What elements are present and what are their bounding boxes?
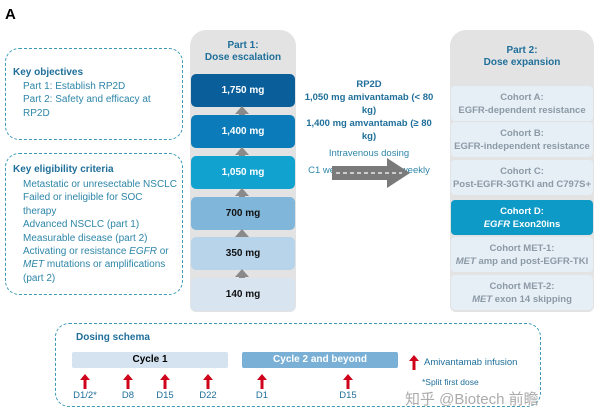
cohort-box: Cohort A: EGFR-dependent resistance — [451, 86, 593, 121]
rp2d-line: 1,050 mg amivantamab (< 80 kg) — [304, 92, 434, 116]
dose-level: 350 mg — [191, 237, 295, 270]
criteria-item: Metastatic or unresectable NSCLC — [23, 179, 177, 190]
watermark: 知乎 @Biotech 前瞻 — [405, 391, 539, 408]
criteria-item: Measurable disease (part 2) — [23, 232, 148, 244]
cohort-box: Cohort MET-1: MET amp and post-EGFR-TKI — [451, 237, 593, 272]
eligibility-title: Key eligibility criteria — [13, 164, 114, 175]
dose-level: 700 mg — [191, 197, 295, 230]
part1-title: Part 1: Dose escalation — [204, 40, 282, 63]
cycle1-bar: Cycle 1 — [72, 352, 228, 368]
criteria-item: Advanced NSCLC (part 1) — [23, 219, 140, 231]
infusion-legend: Amivantamab infusion — [424, 357, 518, 368]
day-label: D15 — [156, 390, 174, 401]
dose-level: 1,050 mg — [191, 156, 295, 189]
cohort-box: Cohort C: Post-EGFR-3GTKI and C797S+ — [451, 160, 593, 195]
criteria-item: Failed or ineligible for SOC therapy — [23, 192, 143, 217]
cohort-box: Cohort D: EGFR Exon20ins — [451, 200, 593, 235]
dose-level: 140 mg — [191, 278, 295, 311]
day-label: D8 — [121, 390, 135, 401]
cohort-box: Cohort MET-2: MET exon 14 skipping — [451, 275, 593, 310]
footnote: *Split first dose — [422, 377, 479, 387]
infusion-arrow-icon — [80, 374, 90, 389]
infusion-arrow-icon — [257, 374, 267, 389]
panel-label: A — [5, 6, 16, 23]
escalation-arrow-icon — [235, 147, 249, 155]
objective-item: Part 2: Safety and efficacy at RP2D — [23, 94, 151, 119]
dose-level: 1,750 mg — [191, 74, 295, 107]
objectives-title: Key objectives — [13, 67, 84, 78]
infusion-arrow-icon — [203, 374, 213, 389]
day-label: D1/2* — [73, 390, 97, 401]
escalation-arrow-icon — [235, 269, 249, 277]
escalation-arrow-icon — [235, 229, 249, 237]
cohort-box: Cohort B: EGFR-independent resistance — [451, 122, 593, 157]
escalation-arrow-icon — [235, 188, 249, 196]
cycle2-bar: Cycle 2 and beyond — [242, 352, 398, 368]
infusion-arrow-icon — [160, 374, 170, 389]
dose-level: 1,400 mg — [191, 115, 295, 148]
rp2d-line: 1,400 mg amvantamab (≥ 80 kg) — [306, 118, 432, 142]
dosing-schema-box — [55, 323, 541, 407]
transition-arrow-icon — [332, 158, 410, 188]
infusion-arrow-icon — [343, 374, 353, 389]
rp2d-title: RP2D — [356, 79, 382, 90]
day-label: D1 — [255, 390, 269, 401]
day-label: D15 — [339, 390, 357, 401]
infusion-legend-arrow-icon — [409, 355, 419, 370]
dosing-title: Dosing schema — [76, 332, 150, 343]
escalation-arrow-icon — [235, 106, 249, 114]
day-label: D22 — [199, 390, 217, 401]
infusion-arrow-icon — [123, 374, 133, 389]
part2-title: Part 2: Dose expansion — [483, 45, 561, 68]
rp2d-line: Intravenous dosing — [328, 148, 410, 159]
objectives-box: Key objectives Part 1: Establish RP2D Pa… — [5, 48, 183, 140]
objective-item: Part 1: Establish RP2D — [23, 81, 126, 92]
eligibility-box: Key eligibility criteria Metastatic or u… — [5, 153, 183, 295]
criteria-item: Activating or resistance EGFR or MET mut… — [23, 246, 169, 284]
